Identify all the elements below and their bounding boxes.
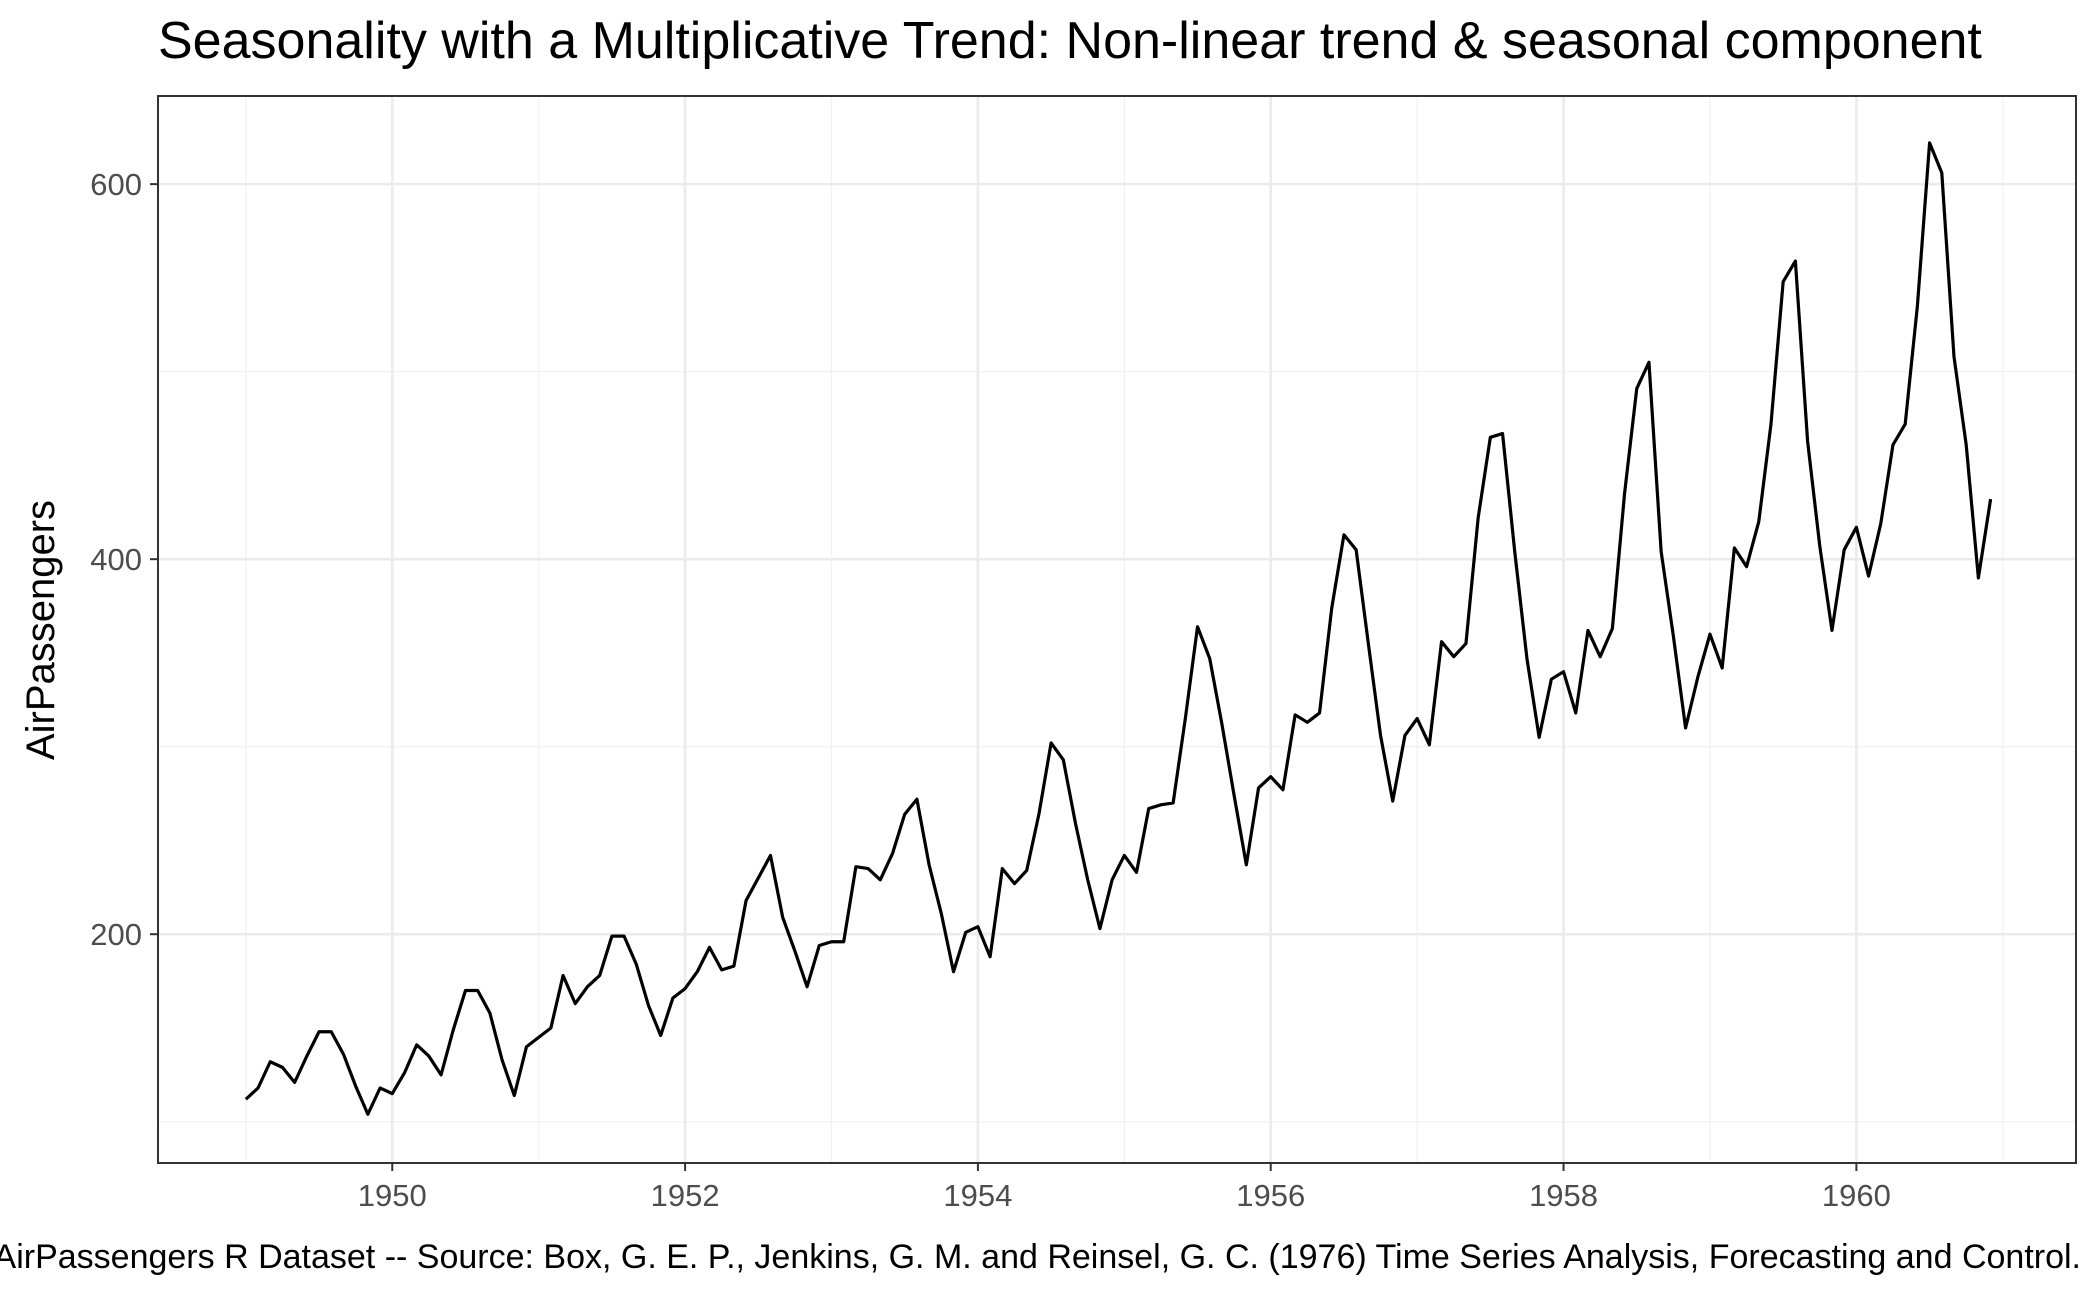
x-axis: 1950 1952 1954 1956 1958 1960 xyxy=(358,1163,1891,1213)
minor-gridlines xyxy=(158,96,2076,1163)
caption: AirPassengers R Dataset -- Source: Box, … xyxy=(0,1238,2081,1276)
x-tick-label: 1952 xyxy=(651,1178,720,1213)
chart-title: Seasonality with a Multiplicative Trend:… xyxy=(158,12,1982,70)
y-tick-label: 400 xyxy=(90,542,142,577)
y-axis-label: AirPassengers xyxy=(19,500,63,760)
x-tick-label: 1954 xyxy=(943,1178,1012,1213)
plot-border xyxy=(157,95,2077,1164)
major-gridlines xyxy=(158,96,2076,1163)
y-tick-label: 600 xyxy=(90,167,142,202)
y-tick-label: 200 xyxy=(90,917,142,952)
plot-panel xyxy=(157,95,2077,1164)
x-tick-label: 1960 xyxy=(1822,1178,1891,1213)
x-tick-label: 1950 xyxy=(358,1178,427,1213)
plot-background xyxy=(158,96,2076,1163)
x-tick-label: 1956 xyxy=(1236,1178,1305,1213)
x-tick-label: 1958 xyxy=(1529,1178,1598,1213)
series-line-airpassengers xyxy=(244,141,1993,1116)
y-axis: 200 400 600 xyxy=(90,167,158,952)
